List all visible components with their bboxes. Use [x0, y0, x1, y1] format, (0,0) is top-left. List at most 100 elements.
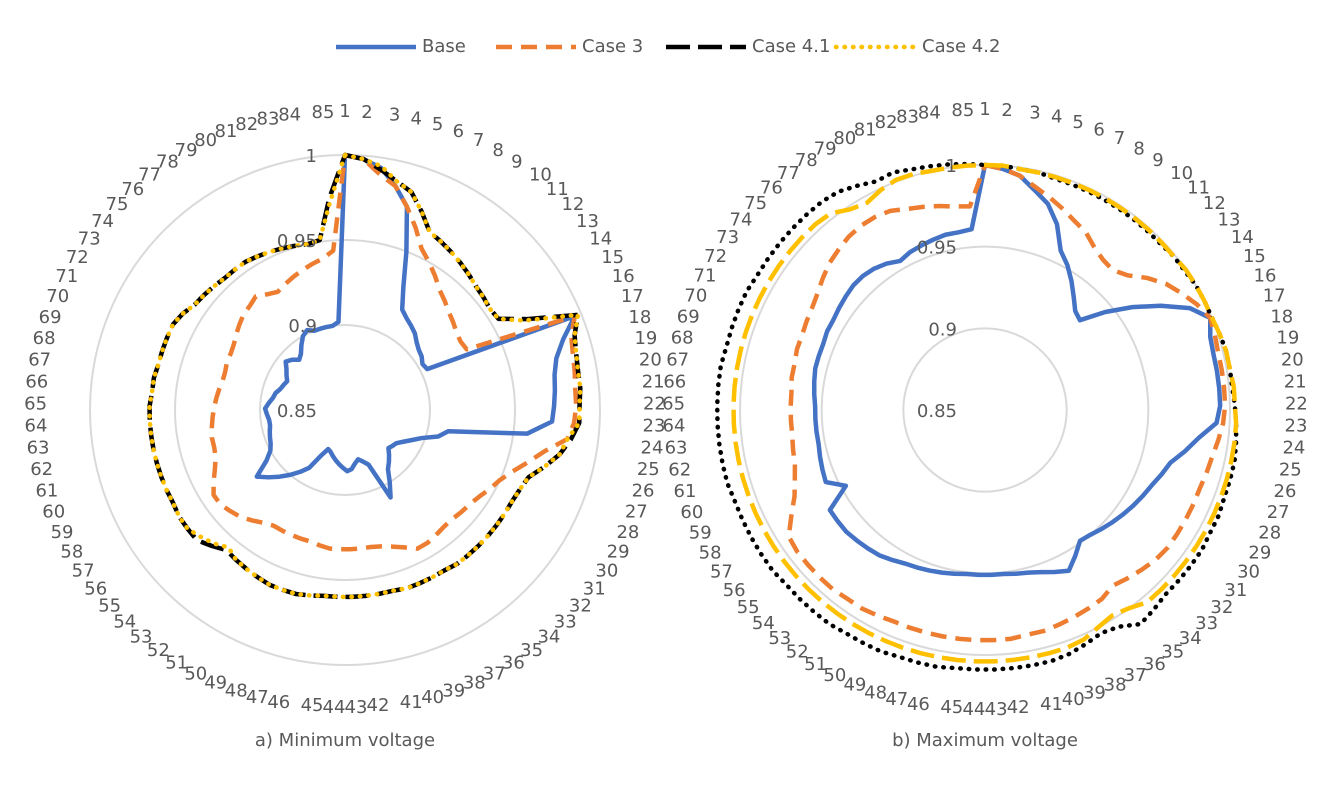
category-label: 15	[1243, 246, 1266, 267]
category-label: 84	[918, 102, 941, 123]
category-label: 55	[737, 597, 760, 618]
category-label: 80	[833, 128, 856, 149]
y-tick-label: 0.85	[917, 401, 957, 422]
category-label: 83	[896, 106, 919, 127]
grid-ring	[89, 154, 601, 666]
category-label: 73	[716, 227, 739, 248]
legend-label: Case 3	[582, 36, 643, 57]
category-label: 66	[663, 371, 686, 392]
chart-title: b) Maximum voltage	[892, 730, 1078, 751]
category-label: 74	[91, 211, 114, 232]
grid-ring	[259, 324, 431, 496]
category-label: 42	[367, 695, 390, 716]
category-label: 60	[680, 502, 703, 523]
category-label: 16	[1254, 265, 1277, 286]
category-label: 8	[492, 140, 503, 161]
y-tick-label: 0.95	[277, 231, 317, 252]
category-label: 36	[1143, 654, 1166, 675]
category-label: 10	[529, 165, 552, 186]
category-label: 59	[689, 523, 712, 544]
series-line	[811, 162, 1223, 578]
category-label: 34	[1179, 628, 1202, 649]
category-label: 47	[885, 689, 908, 710]
category-label: 6	[1093, 119, 1104, 140]
category-label: 32	[1210, 597, 1233, 618]
category-label: 24	[641, 437, 664, 458]
y-tick-label: 1	[946, 156, 957, 177]
category-label: 64	[663, 416, 686, 437]
category-label: 57	[710, 562, 733, 583]
category-label: 58	[699, 543, 722, 564]
category-label: 11	[1187, 177, 1210, 198]
y-tick-label: 0.9	[928, 319, 957, 340]
y-tick-label: 0.95	[917, 238, 957, 259]
category-label: 28	[616, 522, 639, 543]
category-label: 84	[278, 104, 301, 125]
category-label: 42	[1007, 697, 1030, 718]
category-label: 85	[312, 102, 335, 123]
category-label: 56	[84, 579, 107, 600]
category-label: 11	[546, 179, 569, 200]
category-label: 33	[554, 612, 577, 633]
category-label: 1	[339, 101, 350, 122]
category-label: 79	[814, 138, 837, 159]
category-label: 16	[612, 266, 635, 287]
category-label: 13	[576, 211, 599, 232]
category-label: 71	[694, 265, 717, 286]
category-label: 73	[78, 228, 101, 249]
category-label: 3	[1029, 102, 1040, 123]
category-label: 62	[30, 459, 53, 480]
category-label: 56	[723, 580, 746, 601]
series-line	[731, 162, 1239, 664]
category-label: 54	[113, 612, 136, 633]
category-label: 58	[60, 542, 83, 563]
legend-label: Base	[422, 36, 466, 57]
category-label: 53	[130, 626, 153, 647]
category-label: 82	[235, 114, 258, 135]
category-label: 39	[1083, 683, 1106, 704]
category-label: 45	[940, 697, 963, 718]
category-label: 14	[589, 228, 612, 249]
category-label: 21	[642, 372, 665, 393]
category-label: 81	[214, 121, 237, 142]
category-label: 41	[400, 692, 423, 713]
series-line	[147, 152, 583, 600]
category-label: 23	[1285, 416, 1308, 437]
category-label: 61	[35, 481, 58, 502]
category-label: 72	[66, 247, 89, 268]
grid-ring	[174, 239, 516, 581]
category-label: 55	[98, 596, 121, 617]
y-tick-label: 0.9	[288, 316, 317, 337]
category-label: 67	[666, 349, 689, 370]
category-label: 50	[823, 665, 846, 686]
category-label: 54	[752, 613, 775, 634]
category-label: 63	[27, 437, 50, 458]
category-label: 79	[175, 140, 198, 161]
category-label: 48	[864, 683, 887, 704]
category-label: 2	[1001, 100, 1012, 121]
category-label: 76	[760, 177, 783, 198]
category-label: 29	[607, 542, 630, 563]
category-label: 25	[1279, 460, 1302, 481]
category-label: 70	[46, 286, 69, 307]
category-label: 40	[421, 687, 444, 708]
category-label: 35	[520, 640, 543, 661]
category-label: 72	[704, 246, 727, 267]
category-label: 74	[730, 209, 753, 230]
category-label: 34	[537, 626, 560, 647]
category-label: 69	[39, 307, 62, 328]
category-label: 31	[1224, 580, 1247, 601]
category-label: 61	[674, 481, 697, 502]
category-label: 15	[601, 247, 624, 268]
category-label: 71	[55, 266, 78, 287]
category-label: 52	[147, 640, 170, 661]
category-label: 51	[804, 654, 827, 675]
category-label: 39	[442, 681, 465, 702]
category-label: 62	[668, 460, 691, 481]
category-label: 5	[1072, 112, 1083, 133]
category-label: 40	[1062, 689, 1085, 710]
category-label: 78	[156, 152, 179, 173]
category-label: 75	[106, 194, 129, 215]
category-label: 49	[204, 673, 227, 694]
category-label: 30	[595, 561, 618, 582]
